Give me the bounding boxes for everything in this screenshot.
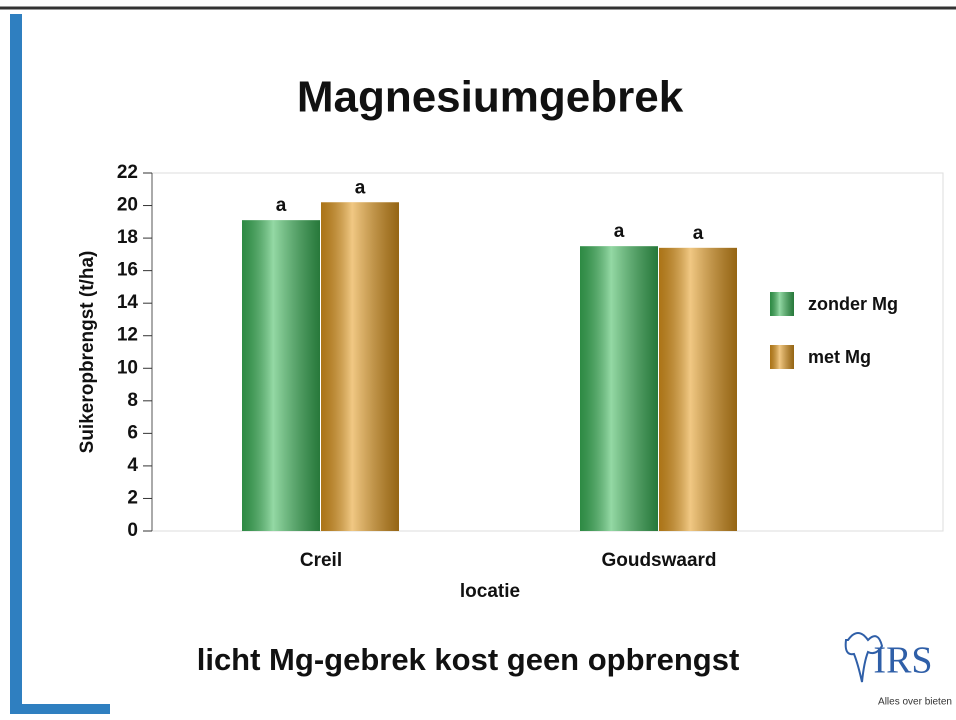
subtitle: licht Mg-gebrek kost geen opbrengst bbox=[197, 642, 740, 677]
legend-swatch-shade bbox=[770, 345, 794, 369]
y-tick-label: 16 bbox=[117, 260, 138, 281]
legend-label: zonder Mg bbox=[808, 294, 898, 314]
bar-shade bbox=[580, 246, 658, 531]
chart-title: Magnesiumgebrek bbox=[297, 73, 684, 122]
legend-swatch-shade bbox=[770, 292, 794, 316]
y-tick-label: 0 bbox=[127, 520, 138, 541]
slide: Magnesiumgebrek licht Mg-gebrek kost gee… bbox=[0, 0, 956, 720]
logo-tagline: Alles over bieten bbox=[878, 697, 952, 708]
y-tick-label: 20 bbox=[117, 195, 138, 216]
x-tick-label: Goudswaard bbox=[601, 550, 716, 571]
bar-label: a bbox=[693, 223, 704, 244]
y-axis-label: Suikeropbrengst (t/ha) bbox=[77, 251, 98, 454]
y-tick-label: 14 bbox=[117, 292, 139, 313]
y-tick-label: 6 bbox=[127, 422, 138, 443]
legend-label: met Mg bbox=[808, 347, 871, 367]
x-tick-label: Creil bbox=[300, 550, 342, 571]
x-axis-label: locatie bbox=[460, 581, 520, 602]
y-tick-label: 10 bbox=[117, 357, 138, 378]
bar-label: a bbox=[355, 177, 366, 198]
y-tick-label: 12 bbox=[117, 325, 138, 346]
y-tick-label: 22 bbox=[117, 162, 138, 183]
bar-label: a bbox=[276, 195, 287, 216]
logo-name: IRS bbox=[873, 640, 932, 682]
y-tick-label: 2 bbox=[127, 487, 138, 508]
bar-shade bbox=[659, 248, 737, 531]
left-bar bbox=[10, 14, 22, 704]
y-tick-label: 18 bbox=[117, 227, 138, 248]
bar-label: a bbox=[614, 221, 625, 242]
bar-shade bbox=[321, 202, 399, 531]
y-tick-label: 4 bbox=[127, 455, 138, 476]
bottom-bar bbox=[10, 704, 110, 714]
y-tick-label: 8 bbox=[127, 390, 138, 411]
bar-shade bbox=[242, 220, 320, 531]
